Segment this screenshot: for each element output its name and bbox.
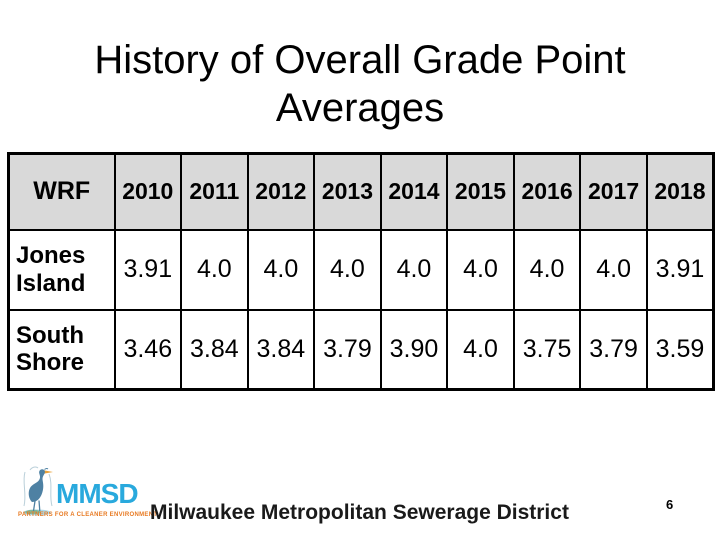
header-cell-year: 2018 bbox=[645, 152, 715, 231]
gpa-cell: 4.0 bbox=[180, 228, 249, 311]
header-cell-year: 2010 bbox=[113, 152, 183, 231]
row-label: Jones Island bbox=[7, 228, 116, 311]
gpa-cell: 4.0 bbox=[446, 228, 515, 311]
gpa-history-table: WRF 2010 2011 2012 2013 2014 2015 2016 2… bbox=[7, 152, 715, 391]
header-cell-year: 2013 bbox=[313, 152, 382, 231]
header-cell-wrf: WRF bbox=[7, 152, 116, 231]
gpa-cell: 4.0 bbox=[379, 228, 449, 311]
gpa-cell: 3.59 bbox=[645, 308, 715, 391]
mmsd-logo: MMSD PARTNERS FOR A CLEANER ENVIRONMENT bbox=[18, 464, 157, 528]
gpa-cell: 3.46 bbox=[113, 308, 183, 391]
row-label: South Shore bbox=[7, 308, 116, 391]
header-cell-year: 2014 bbox=[379, 152, 449, 231]
header-cell-year: 2012 bbox=[246, 152, 316, 231]
gpa-cell: 3.79 bbox=[313, 308, 382, 391]
page-title: History of Overall Grade Point Averages bbox=[0, 36, 720, 132]
gpa-cell: 3.90 bbox=[379, 308, 449, 391]
header-cell-year: 2011 bbox=[180, 152, 249, 231]
heron-icon bbox=[23, 466, 53, 516]
gpa-cell: 4.0 bbox=[313, 228, 382, 311]
header-cell-year: 2017 bbox=[579, 152, 648, 231]
gpa-cell: 3.84 bbox=[246, 308, 316, 391]
gpa-cell: 3.79 bbox=[579, 308, 648, 391]
table-row-jones-island: Jones Island 3.91 4.0 4.0 4.0 4.0 4.0 4.… bbox=[7, 228, 715, 311]
header-cell-year: 2015 bbox=[446, 152, 515, 231]
table-header-row: WRF 2010 2011 2012 2013 2014 2015 2016 2… bbox=[7, 152, 715, 231]
gpa-cell: 4.0 bbox=[579, 228, 648, 311]
mmsd-logo-text: MMSD bbox=[56, 478, 139, 509]
title-line-1: History of Overall Grade Point bbox=[94, 38, 626, 82]
gpa-cell: 3.91 bbox=[113, 228, 183, 311]
gpa-cell: 4.0 bbox=[512, 228, 582, 311]
org-name: Milwaukee Metropolitan Sewerage District bbox=[150, 501, 569, 524]
gpa-cell: 3.91 bbox=[645, 228, 715, 311]
gpa-cell: 4.0 bbox=[446, 308, 515, 391]
gpa-cell: 3.84 bbox=[180, 308, 249, 391]
gpa-cell: 3.75 bbox=[512, 308, 582, 391]
gpa-cell: 4.0 bbox=[246, 228, 316, 311]
header-cell-year: 2016 bbox=[512, 152, 582, 231]
page-number: 6 bbox=[666, 497, 674, 512]
mmsd-logo-tagline: PARTNERS FOR A CLEANER ENVIRONMENT bbox=[18, 512, 158, 518]
table-row-south-shore: South Shore 3.46 3.84 3.84 3.79 3.90 4.0… bbox=[7, 308, 715, 391]
title-line-2: Averages bbox=[275, 86, 445, 130]
